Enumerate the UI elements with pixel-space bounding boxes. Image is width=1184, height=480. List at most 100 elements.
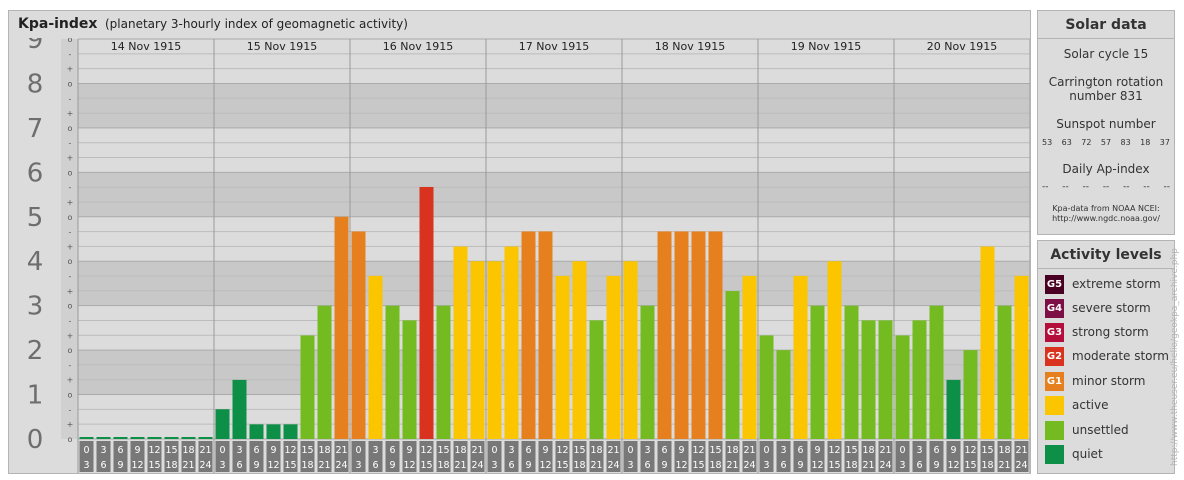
ap-values: -- -- -- -- -- -- -- [1042, 182, 1170, 192]
hour-box [402, 441, 417, 472]
hour-start-label: 6 [389, 445, 395, 456]
hour-end-label: 3 [355, 460, 361, 471]
kp-bar [861, 320, 876, 439]
kp-bar [164, 437, 179, 439]
kp-bar [470, 261, 485, 439]
sunspot-value: 72 [1081, 138, 1092, 147]
hour-box [912, 441, 927, 472]
hour-start-label: 12 [420, 445, 432, 456]
kp-bar [1014, 275, 1029, 439]
hour-start-label: 18 [318, 445, 330, 456]
kp-bar [249, 424, 264, 439]
hour-box [215, 441, 230, 472]
hour-end-label: 18 [981, 460, 993, 471]
hour-start-label: 9 [134, 445, 140, 456]
sunspot-numbers: 53 63 72 57 83 18 37 [1042, 138, 1170, 147]
hour-start-label: 18 [998, 445, 1010, 456]
hour-end-label: 21 [318, 460, 330, 471]
minor-mark: o [68, 35, 73, 44]
hour-end-label: 12 [539, 460, 551, 471]
hour-box [232, 441, 247, 472]
minor-mark: o [68, 435, 73, 444]
hour-end-label: 18 [573, 460, 585, 471]
kp-bar [283, 424, 298, 439]
kp-bar [96, 437, 111, 439]
hour-start-label: 21 [743, 445, 755, 456]
hour-box [827, 441, 842, 472]
hour-start-label: 3 [780, 445, 786, 456]
hour-end-label: 15 [148, 460, 160, 471]
hour-box [861, 441, 876, 472]
y-tick-label: 5 [27, 203, 44, 233]
chart-subtitle: (planetary 3-hourly index of geomagnetic… [105, 17, 408, 31]
hour-end-label: 9 [933, 460, 939, 471]
minor-mark: - [69, 228, 72, 237]
hour-start-label: 6 [933, 445, 939, 456]
hour-end-label: 15 [692, 460, 704, 471]
kp-bar [453, 246, 468, 439]
hour-end-label: 15 [964, 460, 976, 471]
y-tick-label: 4 [27, 247, 44, 277]
legend-swatch: G1 [1045, 372, 1064, 391]
kp-bar [402, 320, 417, 439]
minor-mark: o [68, 168, 73, 177]
hour-end-label: 21 [454, 460, 466, 471]
kpa-chart-panel: o + o - + o - + o - + o - + o - + o - + o - + o - + o -0 1 2 3 4 5 6 7 8 9 14… [8, 10, 1031, 474]
ap-value: -- [1102, 182, 1110, 192]
day-label: 18 Nov 1915 [655, 40, 725, 53]
hour-box [844, 441, 859, 472]
hour-start-label: 9 [678, 445, 684, 456]
hour-start-label: 6 [253, 445, 259, 456]
hour-end-label: 3 [491, 460, 497, 471]
legend-item-unsettled: unsettled [1045, 421, 1175, 441]
minor-mark: o [68, 302, 73, 311]
legend-item-moderate-storm: G2 moderate storm [1045, 347, 1175, 367]
hour-start-label: 21 [607, 445, 619, 456]
hour-start-label: 6 [525, 445, 531, 456]
y-tick-label: 6 [27, 158, 44, 188]
day-label: 20 Nov 1915 [927, 40, 997, 53]
legend-label: minor storm [1072, 374, 1146, 388]
chart-header: Kpa-index (planetary 3-hourly index of g… [9, 11, 1030, 38]
kp-bar [419, 187, 434, 439]
hour-start-label: 18 [726, 445, 738, 456]
hour-box [997, 441, 1012, 472]
sunspot-value: 18 [1140, 138, 1151, 147]
hour-end-label: 21 [182, 460, 194, 471]
solar-data-title: Solar data [1065, 17, 1147, 33]
minor-mark: + [67, 65, 74, 74]
kp-bar [759, 335, 774, 439]
hour-box [623, 441, 638, 472]
hour-box [640, 441, 655, 472]
hour-box [300, 441, 315, 472]
kp-bar [895, 335, 910, 439]
minor-mark: + [67, 420, 74, 429]
y-axis-label-column [9, 39, 61, 473]
hour-end-label: 18 [165, 460, 177, 471]
kp-bar [368, 275, 383, 439]
hour-end-label: 3 [219, 460, 225, 471]
kp-bar [963, 350, 978, 439]
legend-label: unsettled [1072, 423, 1129, 437]
hour-start-label: 3 [372, 445, 378, 456]
solar-cycle: Solar cycle 15 [1063, 47, 1149, 61]
hour-box [793, 441, 808, 472]
day-label: 17 Nov 1915 [519, 40, 589, 53]
kp-bar [300, 335, 315, 439]
hour-end-label: 18 [709, 460, 721, 471]
hour-box [963, 441, 978, 472]
hour-start-label: 12 [964, 445, 976, 456]
kp-bar [266, 424, 281, 439]
minor-mark: o [68, 124, 73, 133]
legend-swatch [1045, 445, 1064, 464]
hour-box [470, 441, 485, 472]
hour-start-label: 21 [879, 445, 891, 456]
legend-swatch: G5 [1045, 275, 1064, 294]
kp-bar [334, 216, 349, 439]
minor-mark: - [69, 316, 72, 325]
hour-start-label: 9 [406, 445, 412, 456]
hour-box [113, 441, 128, 472]
sunspot-value: 37 [1159, 138, 1170, 147]
minor-mark: o [68, 391, 73, 400]
hour-start-label: 9 [814, 445, 820, 456]
